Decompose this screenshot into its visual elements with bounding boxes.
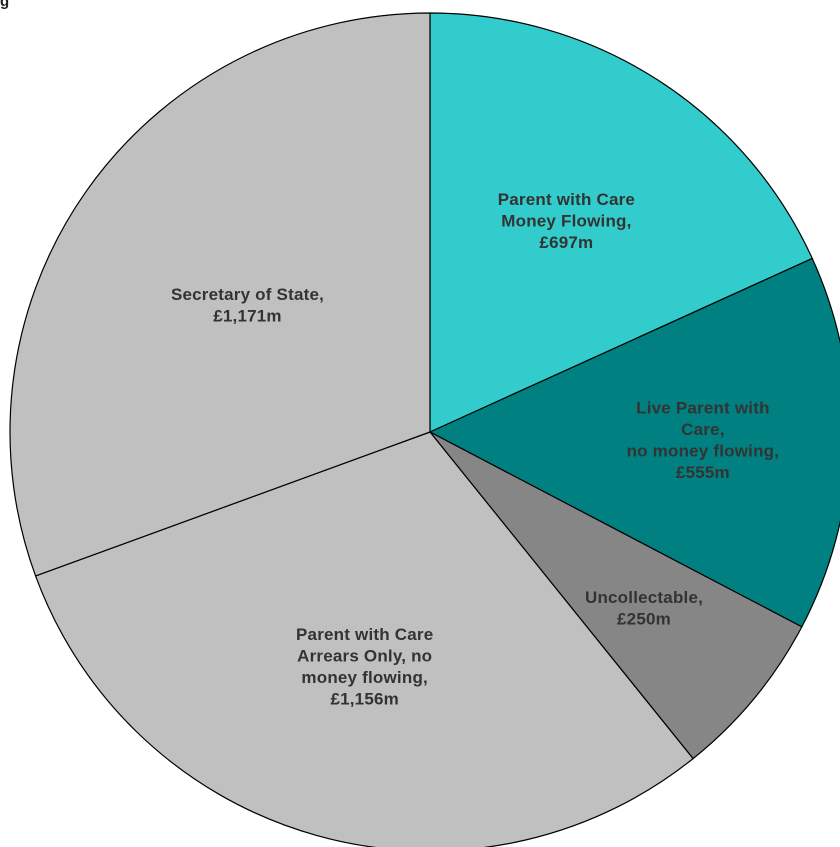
pie-slice-4 (34, 431, 694, 847)
pie-slice-label-line: £697m (539, 233, 593, 252)
pie-labels: Parent with Care Money Flowing, £697m Live … (171, 190, 779, 708)
pie-slice-label-line: Arrears Only, no (297, 646, 432, 665)
pie-slice-label-line: £555m (676, 463, 730, 482)
pie-slice-label-line: Care, (681, 420, 725, 439)
pie-slice-label-line: Uncollectable, (585, 588, 703, 607)
pie-slice-label-line: £1,156m (330, 689, 399, 708)
pie-slices (9, 12, 840, 847)
pie-slice-label-line: £1,171m (213, 307, 282, 326)
pie-slice-label-line: £250m (617, 610, 671, 629)
pie-slice-label-5: Secretary of State, £1,171m (171, 285, 324, 326)
pie-slice-label-3: Uncollectable, £250m (585, 588, 703, 629)
pie-slice-label-line: Parent with Care (498, 190, 635, 209)
corner-mark: g (0, 0, 10, 10)
pie-slice-5 (9, 12, 431, 577)
pie-slice-label-line: Money Flowing, (501, 212, 631, 231)
pie-slice-label-line: Parent with Care (296, 625, 433, 644)
pie-slice-label-line: no money flowing, (627, 442, 780, 461)
pie-slice-label-2: Live Parent with Care, no money flowing, £5… (627, 399, 780, 483)
pie-slice-label-4: Parent with Care Arrears Only, no money fl… (296, 625, 433, 709)
pie-slice-label-line: Secretary of State, (171, 285, 324, 304)
pie-slice-label-1: Parent with Care Money Flowing, £697m (498, 190, 635, 252)
pie-slice-label-line: Live Parent with (636, 399, 770, 418)
pie-slice-2 (429, 257, 840, 628)
pie-slice-label-line: money flowing, (301, 668, 428, 687)
pie-slice-1 (429, 12, 813, 433)
pie-slice-3 (429, 431, 803, 760)
